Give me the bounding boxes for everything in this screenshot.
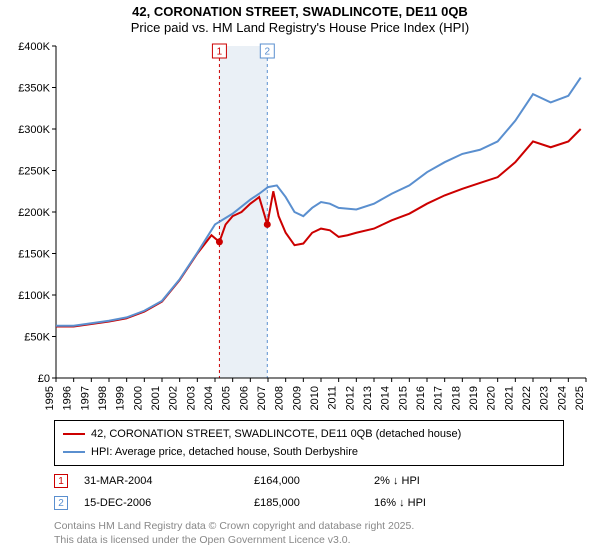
svg-text:2024: 2024: [556, 386, 568, 410]
svg-text:2012: 2012: [344, 386, 356, 410]
legend-label: 42, CORONATION STREET, SWADLINCOTE, DE11…: [91, 428, 461, 440]
footer: Contains HM Land Registry data © Crown c…: [54, 520, 414, 547]
svg-text:1997: 1997: [79, 386, 91, 410]
sale-price: £164,000: [254, 475, 374, 487]
svg-text:2023: 2023: [539, 386, 551, 410]
svg-text:2003: 2003: [185, 386, 197, 410]
svg-text:£400K: £400K: [18, 41, 50, 53]
sale-note: 2% ↓ HPI: [374, 475, 534, 487]
svg-text:2022: 2022: [521, 386, 533, 410]
svg-text:2007: 2007: [256, 386, 268, 410]
svg-text:2020: 2020: [486, 386, 498, 410]
svg-text:2004: 2004: [203, 386, 215, 410]
sale-price: £185,000: [254, 497, 374, 509]
svg-text:1999: 1999: [115, 386, 127, 410]
svg-text:2015: 2015: [397, 386, 409, 410]
svg-text:2000: 2000: [132, 386, 144, 410]
legend-item: HPI: Average price, detached house, Sout…: [63, 443, 555, 461]
svg-text:£50K: £50K: [24, 332, 50, 344]
footer-line: This data is licensed under the Open Gov…: [54, 534, 414, 548]
legend-item: 42, CORONATION STREET, SWADLINCOTE, DE11…: [63, 425, 555, 443]
svg-text:2025: 2025: [574, 386, 586, 410]
svg-text:1995: 1995: [44, 386, 56, 410]
svg-text:2005: 2005: [221, 386, 233, 410]
svg-text:2010: 2010: [309, 386, 321, 410]
svg-text:2021: 2021: [503, 386, 515, 410]
svg-text:2017: 2017: [433, 386, 445, 410]
svg-text:£300K: £300K: [18, 124, 50, 136]
svg-text:2014: 2014: [380, 386, 392, 410]
sale-date: 15-DEC-2006: [84, 497, 254, 509]
chart-area: £0 £50K £100K £150K £200K £250K £300K £350K £400…: [8, 40, 592, 410]
sale-marker: 2: [54, 496, 68, 510]
page-title: 42, CORONATION STREET, SWADLINCOTE, DE11…: [0, 4, 600, 19]
sale-row: 2 15-DEC-2006 £185,000 16% ↓ HPI: [54, 492, 534, 514]
svg-text:£350K: £350K: [18, 83, 50, 95]
legend-swatch: [63, 433, 85, 435]
svg-text:£200K: £200K: [18, 207, 50, 219]
svg-text:2001: 2001: [150, 386, 162, 410]
svg-text:£0: £0: [38, 373, 50, 385]
svg-text:2016: 2016: [415, 386, 427, 410]
sales-table: 1 31-MAR-2004 £164,000 2% ↓ HPI 2 15-DEC…: [54, 470, 534, 514]
sale-note: 16% ↓ HPI: [374, 497, 534, 509]
page-subtitle: Price paid vs. HM Land Registry's House …: [0, 20, 600, 35]
svg-text:£150K: £150K: [18, 249, 50, 261]
svg-text:1996: 1996: [62, 386, 74, 410]
svg-text:2019: 2019: [468, 386, 480, 410]
legend-label: HPI: Average price, detached house, Sout…: [91, 446, 358, 458]
svg-text:£250K: £250K: [18, 166, 50, 178]
svg-text:2009: 2009: [291, 386, 303, 410]
legend: 42, CORONATION STREET, SWADLINCOTE, DE11…: [54, 420, 564, 466]
svg-text:2002: 2002: [168, 386, 180, 410]
footer-line: Contains HM Land Registry data © Crown c…: [54, 520, 414, 534]
svg-text:1998: 1998: [97, 386, 109, 410]
svg-text:2018: 2018: [450, 386, 462, 410]
title-block: 42, CORONATION STREET, SWADLINCOTE, DE11…: [0, 0, 600, 35]
svg-text:2006: 2006: [238, 386, 250, 410]
svg-text:2: 2: [265, 47, 271, 58]
chart-svg: £0 £50K £100K £150K £200K £250K £300K £350K £400…: [8, 40, 592, 410]
sale-marker: 1: [54, 474, 68, 488]
svg-text:1: 1: [217, 47, 223, 58]
sale-date: 31-MAR-2004: [84, 475, 254, 487]
svg-text:2011: 2011: [327, 386, 339, 410]
svg-text:2008: 2008: [274, 386, 286, 410]
sale-row: 1 31-MAR-2004 £164,000 2% ↓ HPI: [54, 470, 534, 492]
svg-text:2013: 2013: [362, 386, 374, 410]
legend-swatch: [63, 451, 85, 453]
svg-text:£100K: £100K: [18, 290, 50, 302]
